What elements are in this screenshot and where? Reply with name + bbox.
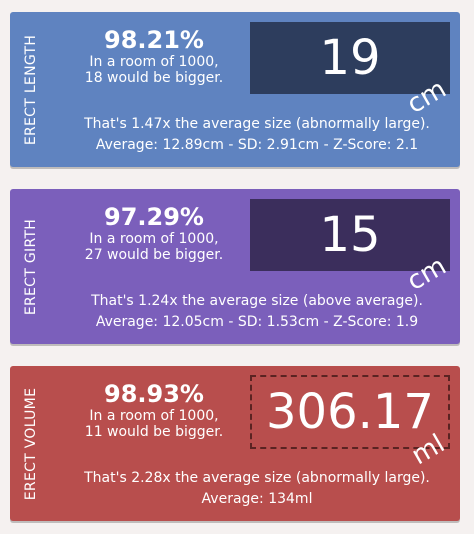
erect-volume-summary: 98.93% In a room of 1000, 11 would be bi… bbox=[65, 380, 243, 440]
erect-girth-room-line-2: 27 would be bigger. bbox=[84, 247, 224, 263]
erect-length-room-line-1: In a room of 1000, bbox=[89, 54, 219, 70]
erect-length-comparison: That's 1.47x the average size (abnormall… bbox=[84, 116, 430, 132]
erect-length-percentile: 98.21% bbox=[104, 26, 204, 54]
erect-length-stats: Average: 12.89cm - SD: 2.91cm - Z-Score:… bbox=[95, 137, 419, 153]
erect-length-label: ERECT LENGTH bbox=[23, 34, 39, 145]
erect-length-value: 19 bbox=[319, 30, 381, 86]
erect-girth-comparison: That's 1.24x the average size (above ave… bbox=[91, 293, 423, 309]
erect-volume-stats: Average: 134ml bbox=[201, 491, 313, 507]
erect-volume-label: ERECT VOLUME bbox=[23, 387, 39, 500]
erect-girth-stats: Average: 12.05cm - SD: 1.53cm - Z-Score:… bbox=[95, 314, 419, 330]
erect-length-card: ERECT LENGTH 98.21% In a room of 1000, 1… bbox=[10, 12, 460, 167]
erect-girth-percentile: 97.29% bbox=[104, 203, 204, 231]
erect-length-summary: 98.21% In a room of 1000, 18 would be bi… bbox=[65, 26, 243, 86]
erect-girth-label: ERECT GIRTH bbox=[23, 218, 39, 315]
erect-volume-value-box: 306.17 ml bbox=[250, 375, 450, 471]
erect-girth-value-box: 15 cm bbox=[250, 199, 452, 297]
erect-volume-room-line-1: In a room of 1000, bbox=[89, 408, 219, 424]
erect-girth-card: ERECT GIRTH 97.29% In a room of 1000, 27… bbox=[10, 189, 460, 344]
erect-volume-value: 306.17 bbox=[266, 384, 434, 440]
erect-length-value-box: 19 cm bbox=[250, 22, 452, 120]
erect-girth-summary: 97.29% In a room of 1000, 27 would be bi… bbox=[65, 203, 243, 263]
erect-girth-room-line-1: In a room of 1000, bbox=[89, 231, 219, 247]
erect-volume-room-line-2: 11 would be bigger. bbox=[84, 424, 224, 440]
erect-volume-card: ERECT VOLUME 98.93% In a room of 1000, 1… bbox=[10, 366, 460, 521]
erect-volume-percentile: 98.93% bbox=[104, 380, 204, 408]
erect-volume-comparison: That's 2.28x the average size (abnormall… bbox=[84, 470, 430, 486]
erect-girth-value: 15 bbox=[319, 207, 381, 263]
erect-length-room-line-2: 18 would be bigger. bbox=[84, 70, 224, 86]
